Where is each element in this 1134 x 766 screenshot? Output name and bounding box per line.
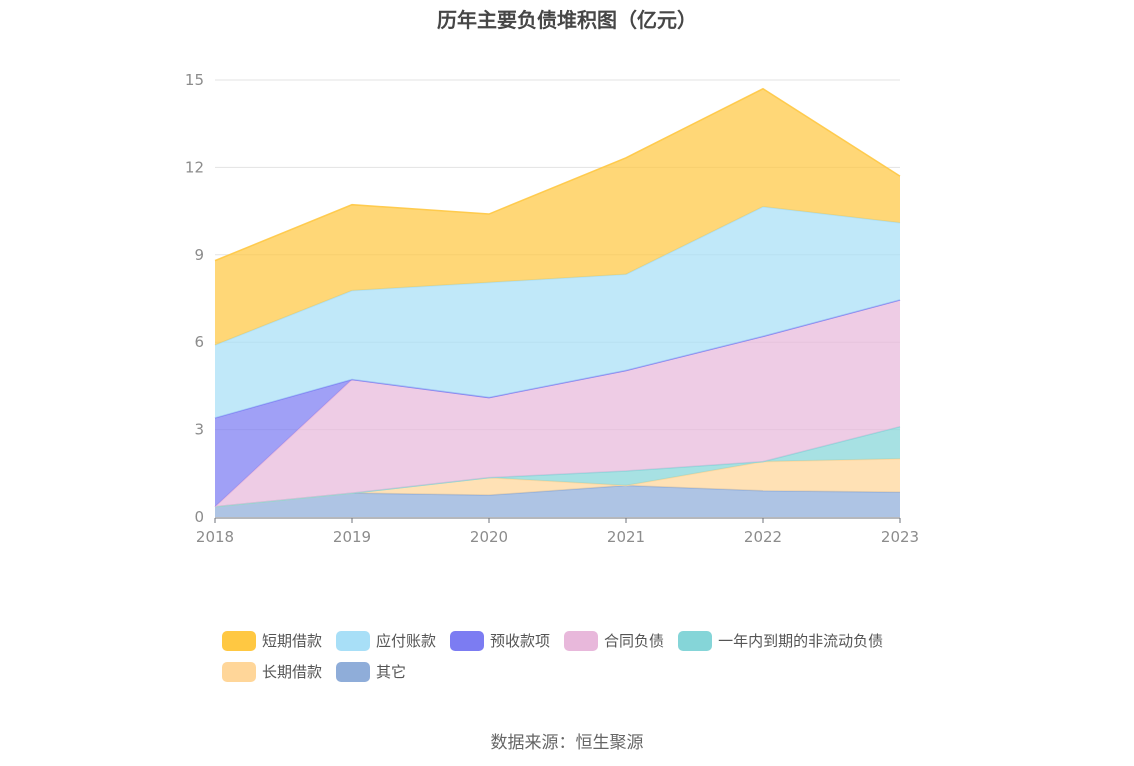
y-tick-label: 0 [194, 508, 204, 526]
x-tick-label: 2019 [333, 528, 371, 546]
y-tick-label: 6 [194, 333, 204, 351]
legend-swatch [336, 630, 371, 651]
x-tick-label: 2018 [196, 528, 234, 546]
x-tick-label: 2022 [744, 528, 782, 546]
area-chart: 0 3 6 9 12 15 2018 2019 2020 2021 2022 2023 [185, 71, 919, 546]
area-series-5[interactable] [215, 206, 900, 418]
legend-label: 预收款项 [490, 632, 551, 650]
chart-title: 历年主要负债堆积图（亿元） [437, 8, 697, 32]
y-tick-label: 12 [185, 158, 204, 176]
legend-item[interactable]: 其它 [336, 661, 406, 682]
area-series-6[interactable] [215, 88, 900, 346]
area-series-line-6 [214, 87, 901, 262]
area-series-group [214, 87, 901, 517]
legend-label: 长期借款 [262, 663, 323, 681]
area-series-0[interactable] [215, 485, 900, 517]
legend-row: 短期借款 应付账款 预收款项 合同负债 一年内到期的非流动负债 [222, 630, 942, 651]
x-tick-label: 2020 [470, 528, 508, 546]
legend: 短期借款 应付账款 预收款项 合同负债 一年内到期的非流动负债长期借款 其它 [222, 630, 942, 692]
area-series-1[interactable] [215, 458, 900, 507]
legend-item[interactable]: 合同负债 [564, 630, 664, 651]
legend-swatch [222, 630, 256, 651]
y-tick-label: 3 [194, 421, 204, 439]
legend-label: 应付账款 [376, 632, 437, 650]
x-tick-label: 2021 [607, 528, 645, 546]
legend-item[interactable]: 一年内到期的非流动负债 [678, 630, 883, 651]
legend-swatch [678, 630, 713, 651]
legend-item[interactable]: 预收款项 [450, 630, 550, 651]
legend-label: 一年内到期的非流动负债 [718, 632, 884, 650]
x-tick-label: 2023 [881, 528, 919, 546]
legend-label: 合同负债 [604, 632, 665, 650]
area-series-3[interactable] [215, 299, 900, 507]
legend-swatch [222, 661, 256, 682]
legend-swatch [564, 630, 599, 651]
axes: 0 3 6 9 12 15 2018 2019 2020 2021 2022 2023 [185, 71, 919, 546]
legend-item[interactable]: 应付账款 [336, 630, 436, 651]
legend-label: 其它 [376, 663, 407, 681]
y-tick-label: 9 [194, 246, 204, 264]
legend-item[interactable]: 长期借款 [222, 661, 322, 682]
legend-item[interactable]: 短期借款 [222, 630, 322, 651]
legend-swatch [450, 630, 485, 651]
source-note: 数据来源：恒生聚源 [490, 733, 644, 753]
legend-label: 短期借款 [262, 632, 323, 650]
legend-swatch [336, 661, 371, 682]
y-tick-label: 15 [185, 71, 204, 89]
legend-row: 长期借款 其它 [222, 661, 942, 682]
